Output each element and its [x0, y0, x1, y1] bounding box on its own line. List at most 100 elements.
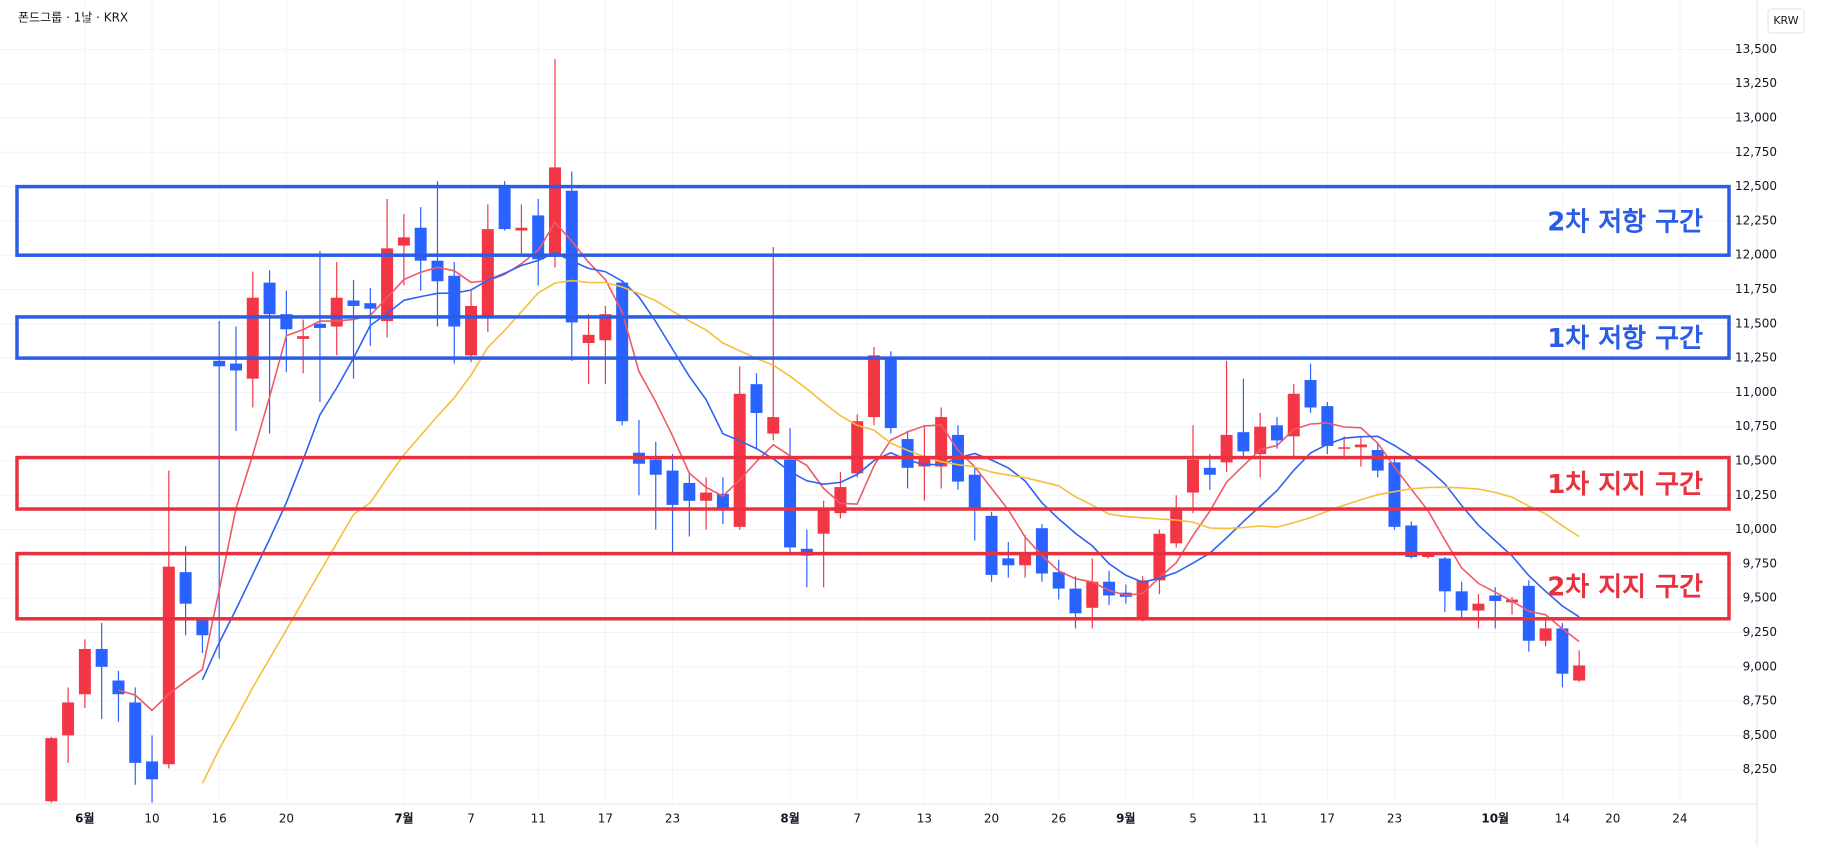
zone-label: 2차 저항 구간: [1547, 207, 1703, 237]
candle-body: [246, 297, 259, 379]
x-tick-label: 23: [1387, 812, 1402, 826]
candle-body: [1438, 558, 1451, 592]
candle-body: [129, 702, 142, 763]
candle-body: [1270, 425, 1283, 441]
candle-body: [45, 738, 58, 802]
y-tick-label: 13,000: [1735, 110, 1777, 124]
candle-body: [213, 360, 226, 367]
candle-body: [162, 566, 175, 765]
y-tick-label: 12,000: [1735, 248, 1777, 262]
candle-body: [1002, 558, 1015, 566]
zone-box: [15, 551, 1731, 621]
y-tick-label: 9,500: [1743, 591, 1777, 605]
x-tick-label: 11: [1253, 812, 1268, 826]
candle-body: [364, 303, 377, 309]
candle-body: [1086, 581, 1099, 608]
x-tick-label: 24: [1672, 812, 1687, 826]
x-tick-label: 16: [212, 812, 227, 826]
candle-body: [1187, 459, 1200, 493]
x-tick-label: 5: [1189, 812, 1197, 826]
y-tick-label: 9,250: [1743, 625, 1777, 639]
candle-body: [1422, 554, 1435, 558]
candle-body: [95, 648, 108, 667]
x-tick-label: 7: [467, 812, 475, 826]
zone-box: [15, 315, 1731, 360]
moving-average-line: [201, 251, 1580, 681]
candle-body: [582, 334, 595, 344]
x-tick-label: 20: [984, 812, 999, 826]
x-tick-label: 10월: [1481, 811, 1509, 826]
zone-label: 1차 저항 구간: [1547, 324, 1703, 354]
candle-body: [431, 260, 444, 282]
y-tick-label: 11,750: [1735, 282, 1777, 296]
x-tick-label: 6월: [75, 811, 94, 826]
candle-body: [1405, 525, 1418, 558]
candle-body: [901, 439, 914, 468]
candle-body: [62, 702, 75, 736]
x-tick-label: 9월: [1116, 811, 1135, 826]
candle-body: [532, 215, 545, 260]
y-tick-label: 9,000: [1743, 659, 1777, 673]
candle-body: [397, 237, 410, 246]
zone-box: [15, 455, 1731, 511]
candle-body: [1287, 393, 1300, 437]
moving-average-line: [201, 279, 1580, 784]
candle-body: [750, 384, 763, 413]
candle-body: [1573, 665, 1586, 681]
y-tick-label: 11,250: [1735, 351, 1777, 365]
currency-badge: [1767, 8, 1805, 34]
candle-body: [297, 336, 310, 339]
y-tick-label: 10,250: [1735, 488, 1777, 502]
x-tick-label: 20: [279, 812, 294, 826]
candle-body: [1254, 426, 1267, 455]
candle-body: [1539, 628, 1552, 641]
candle-body: [1019, 552, 1032, 566]
y-tick-label: 11,500: [1735, 316, 1777, 330]
x-tick-label: 11: [531, 812, 546, 826]
candle-body: [146, 761, 159, 780]
chart-title: 폰드그룹 · 1날 · KRX: [18, 11, 128, 25]
x-tick-label: 14: [1555, 812, 1570, 826]
y-tick-label: 12,750: [1735, 145, 1777, 159]
x-tick-label: 10: [144, 812, 159, 826]
y-tick-label: 10,750: [1735, 419, 1777, 433]
candle-body: [1522, 585, 1535, 641]
candle-body: [1220, 434, 1233, 463]
y-tick-label: 8,250: [1743, 762, 1777, 776]
candle-body: [716, 493, 729, 508]
candle-body: [1455, 591, 1468, 611]
candle-body: [1304, 380, 1317, 408]
candle-body: [784, 459, 797, 548]
candle-body: [330, 297, 343, 327]
candle-body: [1556, 628, 1569, 674]
candle-body: [1338, 447, 1351, 449]
x-tick-label: 8월: [780, 811, 799, 826]
candle-body: [666, 470, 679, 505]
candle-body: [263, 282, 276, 315]
y-tick-label: 10,500: [1735, 453, 1777, 467]
candle-body: [700, 492, 713, 501]
candle-body: [381, 248, 394, 322]
y-tick-label: 8,750: [1743, 694, 1777, 708]
x-tick-label: 26: [1051, 812, 1066, 826]
candle-body: [1489, 595, 1502, 601]
candle-body: [465, 305, 478, 356]
candle-body: [1472, 603, 1485, 611]
candle-body: [1371, 450, 1384, 471]
y-tick-label: 12,250: [1735, 213, 1777, 227]
y-tick-label: 10,000: [1735, 522, 1777, 536]
y-tick-label: 12,500: [1735, 179, 1777, 193]
x-tick-label: 23: [665, 812, 680, 826]
candle-body: [767, 417, 780, 434]
candle-body: [1136, 580, 1149, 619]
zone-label: 1차 지지 구간: [1547, 470, 1703, 500]
candle-body: [851, 421, 864, 474]
candle-body: [985, 515, 998, 575]
candle-body: [414, 227, 427, 261]
candle-body: [78, 648, 91, 695]
candle-body: [1052, 572, 1065, 589]
candle-body: [649, 459, 662, 475]
